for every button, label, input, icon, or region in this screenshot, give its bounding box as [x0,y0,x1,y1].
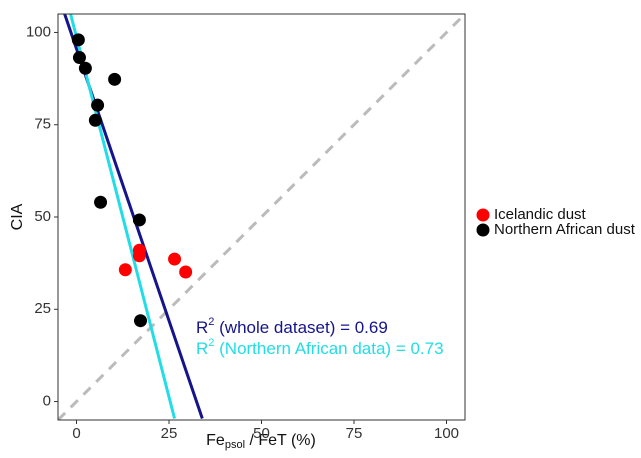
point [88,113,102,127]
point [91,98,105,112]
point [132,249,146,263]
y-tick-label: 0 [43,393,51,410]
legend-marker [476,208,490,222]
y-tick-label: 100 [26,23,51,40]
x-tick-label: 25 [161,425,178,442]
point [168,252,182,266]
x-label-rest: / FeT (%) [245,432,316,449]
legend-marker [476,223,490,237]
reference-line [58,14,465,420]
x-tick-label: 50 [253,425,270,442]
legend-label: Icelandic dust [494,206,587,223]
point [71,33,85,47]
point [134,314,148,328]
x-tick-label: 75 [346,425,363,442]
plot-area [58,14,465,420]
y-tick-label: 50 [34,208,51,225]
y-axis-label: CIA [9,203,26,230]
annotation-text: (Northern African data) = 0.73 [214,339,443,358]
fit-line [69,14,177,419]
x-tick-label: 100 [434,425,459,442]
point [132,213,146,227]
annotation-base: R [196,339,208,358]
x-tick-label: 0 [72,425,80,442]
y-tick-label: 75 [34,116,51,133]
annotation-sup: 2 [208,337,214,349]
point [179,265,193,279]
point [108,72,122,86]
x-axis-label: Fepsol / FeT (%) [206,432,316,451]
legend-label: Northern African dust [494,221,636,238]
point [78,61,92,75]
annotation-base: R [196,318,208,337]
y-tick-label: 25 [34,300,51,317]
point [94,195,108,209]
point [72,51,86,65]
x-label-base: Fe [206,432,225,449]
annotation: R2 (whole dataset) = 0.69 [196,316,388,338]
x-label-sub: psol [225,439,245,451]
annotation-sup: 2 [208,316,214,328]
annotation: R2 (Northern African data) = 0.73 [196,337,444,359]
annotation-text: (whole dataset) = 0.69 [214,318,387,337]
point [118,263,132,277]
